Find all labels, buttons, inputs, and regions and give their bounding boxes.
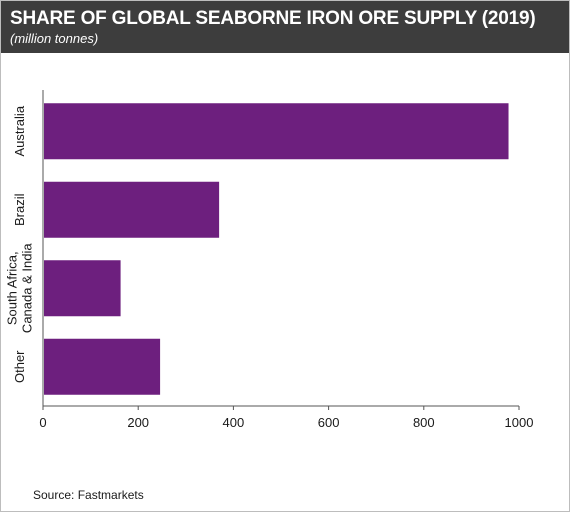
x-tick-label: 0 (39, 415, 46, 430)
bar (44, 103, 509, 160)
x-tick-label: 200 (127, 415, 149, 430)
chart-title: SHARE OF GLOBAL SEABORNE IRON ORE SUPPLY… (10, 8, 536, 29)
category-label-line: Australia (12, 105, 27, 156)
x-tick-label: 400 (223, 415, 245, 430)
category-label: Brazil (12, 193, 27, 226)
category-label-line: Brazil (12, 193, 27, 226)
category-label-line: South Africa, (5, 251, 20, 325)
category-label: Australia (12, 105, 27, 156)
chart-header: SHARE OF GLOBAL SEABORNE IRON ORE SUPPLY… (1, 1, 569, 53)
category-label-line: Other (12, 350, 27, 383)
bar-chart: 0 200 400 600 800 1000 Australia Brazil South Af… (5, 90, 534, 430)
bar (44, 260, 121, 317)
x-tick-label: 800 (413, 415, 435, 430)
bar (44, 181, 220, 238)
source-note: Source: Fastmarkets (33, 488, 144, 502)
category-label: Other (12, 350, 27, 383)
chart-subtitle: (million tonnes) (10, 31, 99, 46)
bar (44, 338, 161, 395)
x-tick-label: 1000 (505, 415, 534, 430)
x-tick-label: 600 (318, 415, 340, 430)
category-label-line: Canada & India (20, 243, 35, 333)
category-label: South Africa, Canada & India (5, 243, 35, 333)
